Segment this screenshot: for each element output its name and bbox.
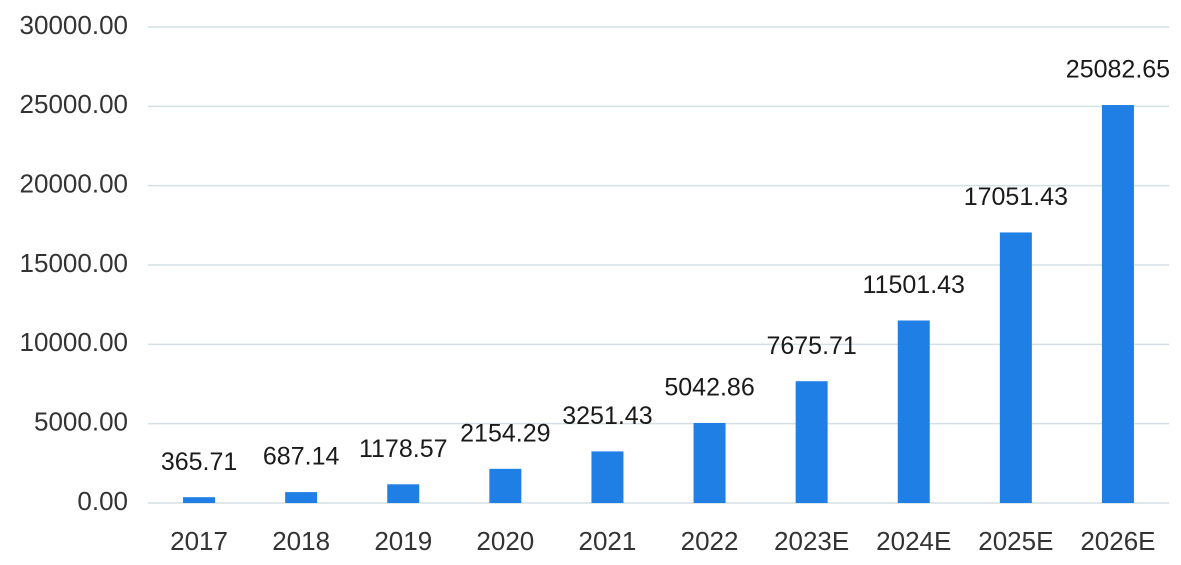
- y-tick-label: 30000.00: [20, 10, 128, 40]
- x-tick-label: 2021: [579, 526, 637, 556]
- bar: [897, 320, 930, 503]
- value-label: 11501.43: [863, 271, 965, 299]
- bar: [285, 492, 318, 503]
- bar: [795, 381, 828, 503]
- y-tick-label: 20000.00: [20, 169, 128, 199]
- y-tick-label: 0.00: [77, 486, 128, 516]
- x-tick-label: 2022: [681, 526, 739, 556]
- x-tick-label: 2017: [170, 526, 228, 556]
- x-tick-label: 2019: [374, 526, 432, 556]
- x-tick-label: 2018: [272, 526, 330, 556]
- x-tick-label: 2024E: [876, 526, 951, 556]
- x-tick-label: 2020: [476, 526, 534, 556]
- bar: [693, 422, 726, 503]
- value-label: 5042.86: [664, 374, 754, 402]
- value-label: 3251.43: [562, 402, 652, 430]
- x-tick-label: 2026E: [1080, 526, 1155, 556]
- bar: [1101, 105, 1134, 504]
- x-tick-label: 2023E: [774, 526, 849, 556]
- value-label: 17051.43: [964, 183, 1068, 211]
- y-tick-label: 25000.00: [20, 89, 128, 119]
- y-tick-label: 5000.00: [34, 407, 128, 437]
- bar: [387, 484, 420, 503]
- value-label: 25082.65: [1066, 56, 1170, 84]
- bar: [489, 468, 522, 503]
- value-label: 365.71: [161, 448, 237, 476]
- value-label: 1178.57: [359, 435, 448, 463]
- value-label: 687.14: [263, 443, 340, 471]
- bar: [183, 497, 216, 503]
- x-tick-label: 2025E: [978, 526, 1053, 556]
- y-tick-label: 15000.00: [20, 248, 128, 278]
- bar: [999, 232, 1032, 504]
- value-label: 7675.71: [766, 332, 856, 360]
- bar: [591, 451, 624, 503]
- value-label: 2154.29: [460, 419, 550, 447]
- y-tick-label: 10000.00: [20, 327, 128, 357]
